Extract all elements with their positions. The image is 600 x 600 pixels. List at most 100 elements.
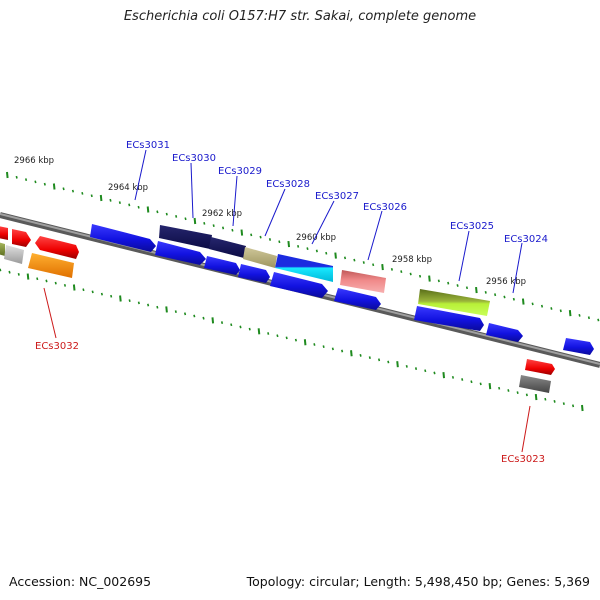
major-tick (303, 339, 307, 346)
minor-tick (559, 309, 562, 313)
minor-tick (36, 277, 39, 281)
genes-upper-row (0, 224, 555, 393)
scale-label-2964: 2964 kbp (108, 183, 148, 193)
minor-tick (424, 369, 427, 373)
minor-tick (212, 224, 215, 228)
gene-ecs3028 (243, 247, 277, 268)
minor-tick (377, 358, 381, 362)
gene-arrow (35, 236, 79, 259)
scale-labels: 2966 kbp 2964 kbp 2962 kbp 2960 kbp 2958… (14, 156, 526, 287)
scale-label-2966: 2966 kbp (14, 156, 54, 166)
minor-tick (516, 391, 519, 395)
minor-tick (597, 318, 600, 322)
minor-tick (175, 215, 178, 218)
minor-tick (43, 182, 46, 186)
minor-tick (137, 205, 140, 209)
minor-tick (341, 349, 344, 353)
major-tick (146, 206, 150, 213)
minor-tick (400, 270, 403, 274)
minor-tick (587, 316, 590, 320)
minor-tick (322, 345, 325, 349)
major-tick (257, 328, 261, 335)
minor-tick (306, 247, 309, 251)
gene-ecs3023 (519, 375, 551, 393)
major-tick (119, 295, 122, 302)
minor-tick (456, 284, 459, 287)
minor-tick (45, 279, 48, 283)
map-title: Escherichia coli O157:H7 str. Sakai, com… (123, 9, 477, 24)
minor-tick (372, 263, 375, 267)
minor-tick (368, 356, 371, 360)
gene-label-ecs3031: ECs3031 (126, 140, 170, 151)
minor-tick (278, 240, 281, 244)
minor-tick (156, 210, 159, 214)
minor-tick (409, 272, 412, 276)
gene-label-ecs3030: ECs3030 (172, 153, 216, 164)
minor-tick (276, 334, 279, 338)
minor-tick (405, 364, 408, 368)
major-tick (72, 284, 76, 291)
minor-tick (525, 393, 528, 397)
major-tick (6, 171, 9, 179)
gene-arrow (204, 256, 240, 275)
minor-tick (390, 267, 393, 271)
gene-arrow (238, 264, 270, 283)
scale-label-2962: 2962 kbp (202, 209, 242, 219)
minor-tick (313, 343, 316, 346)
minor-tick (437, 279, 440, 283)
minor-tick (325, 251, 328, 255)
major-tick (165, 306, 168, 313)
major-tick (396, 361, 399, 368)
minor-tick (0, 268, 2, 272)
minor-tick (479, 382, 482, 386)
minor-tick (503, 295, 506, 299)
minor-tick (414, 367, 418, 370)
major-tick (211, 317, 215, 324)
gene-label-ecs3024: ECs3024 (504, 234, 548, 245)
minor-tick (91, 290, 94, 294)
gene-label-ecs3025: ECs3025 (450, 221, 494, 232)
minor-tick (34, 180, 37, 184)
minor-tick (353, 258, 356, 262)
minor-tick (128, 203, 131, 207)
gene-arrow (563, 338, 594, 355)
minor-tick (174, 310, 177, 314)
minor-tick (447, 281, 450, 285)
major-tick (488, 382, 492, 390)
major-tick (193, 217, 197, 225)
minor-tick (81, 192, 84, 195)
gene-label-ecs3023: ECs3023 (501, 454, 545, 465)
leader-lines-bottom (43, 287, 531, 453)
minor-tick (15, 175, 18, 179)
minor-tick (156, 305, 159, 309)
minor-tick (62, 187, 65, 191)
gene-arrow (270, 272, 328, 298)
minor-tick (54, 281, 57, 285)
major-tick (240, 229, 244, 236)
minor-tick (147, 303, 150, 307)
minor-tick (343, 256, 347, 260)
gene-arrow (4, 245, 24, 264)
leader-lines-top (134, 149, 523, 294)
major-tick (534, 393, 538, 401)
minor-tick (550, 307, 553, 310)
major-tick (568, 309, 572, 317)
minor-tick (294, 338, 297, 342)
gene-labels-bottom: ECs3032 ECs3023 (35, 341, 545, 465)
major-tick (381, 263, 384, 271)
minor-tick (268, 238, 272, 241)
major-tick (475, 286, 478, 294)
minor-tick (494, 293, 497, 297)
minor-tick (71, 189, 75, 193)
major-tick (26, 273, 30, 280)
minor-tick (230, 323, 233, 327)
minor-tick (540, 304, 544, 308)
gene-ecs3032 (28, 253, 74, 278)
minor-tick (90, 194, 93, 198)
major-tick (521, 298, 525, 305)
accession-text: Accession: NC_002695 (9, 574, 152, 589)
minor-tick (331, 347, 334, 351)
minor-tick (387, 360, 390, 364)
minor-tick (553, 400, 556, 403)
